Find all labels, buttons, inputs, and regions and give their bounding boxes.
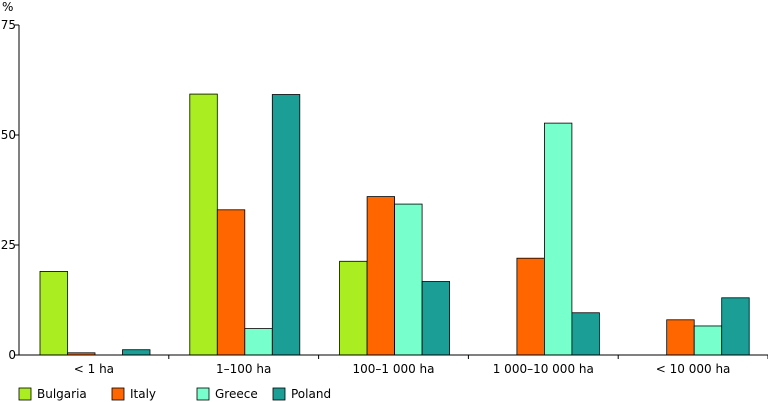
y-tick-label: 50 [1, 128, 16, 142]
bars [39, 93, 750, 356]
legend-swatch-italy [111, 387, 125, 401]
bar-greece-3 [544, 122, 573, 356]
legend-label-italy: Italy [130, 387, 156, 401]
bar-greece-4 [693, 325, 723, 356]
x-tick-label: < 1 ha [74, 362, 114, 376]
y-tick-label: 25 [1, 238, 16, 252]
bar-greece-2 [394, 203, 423, 356]
x-tick-label: 100–1 000 ha [352, 362, 434, 376]
bar-italy-3 [516, 257, 545, 356]
y-axis-label: % [2, 0, 13, 14]
x-tick-label: 1–100 ha [216, 362, 271, 376]
x-tick-label: 1 000–10 000 ha [493, 362, 594, 376]
bar-italy-2 [366, 196, 396, 356]
legend-swatch-greece [196, 387, 210, 401]
legend: Bulgaria Italy Greece Poland [18, 387, 331, 401]
legend-swatch-bulgaria [18, 387, 32, 401]
bar-poland-0 [122, 349, 151, 356]
legend-label-poland: Poland [291, 387, 331, 401]
y-tick-label: 0 [8, 348, 16, 362]
y-axis-ticks: 0 25 50 75 [1, 18, 19, 362]
bar-poland-3 [571, 312, 600, 356]
x-tick-label: < 10 000 ha [656, 362, 731, 376]
legend-label-greece: Greece [215, 387, 258, 401]
bar-italy-1 [216, 209, 246, 356]
y-tick-label: 75 [1, 18, 16, 32]
bar-poland-2 [421, 281, 451, 356]
bar-poland-1 [271, 94, 301, 356]
legend-label-bulgaria: Bulgaria [37, 387, 87, 401]
bar-bulgaria-1 [189, 93, 218, 356]
bar-greece-1 [244, 328, 273, 356]
bar-bulgaria-2 [339, 260, 368, 356]
bar-poland-4 [721, 297, 750, 356]
legend-swatch-poland [272, 387, 286, 401]
x-axis-ticks: < 1 ha 1–100 ha 100–1 000 ha 1 000–10 000 h… [74, 355, 768, 376]
bar-italy-4 [666, 319, 695, 356]
bar-bulgaria-0 [39, 270, 68, 356]
